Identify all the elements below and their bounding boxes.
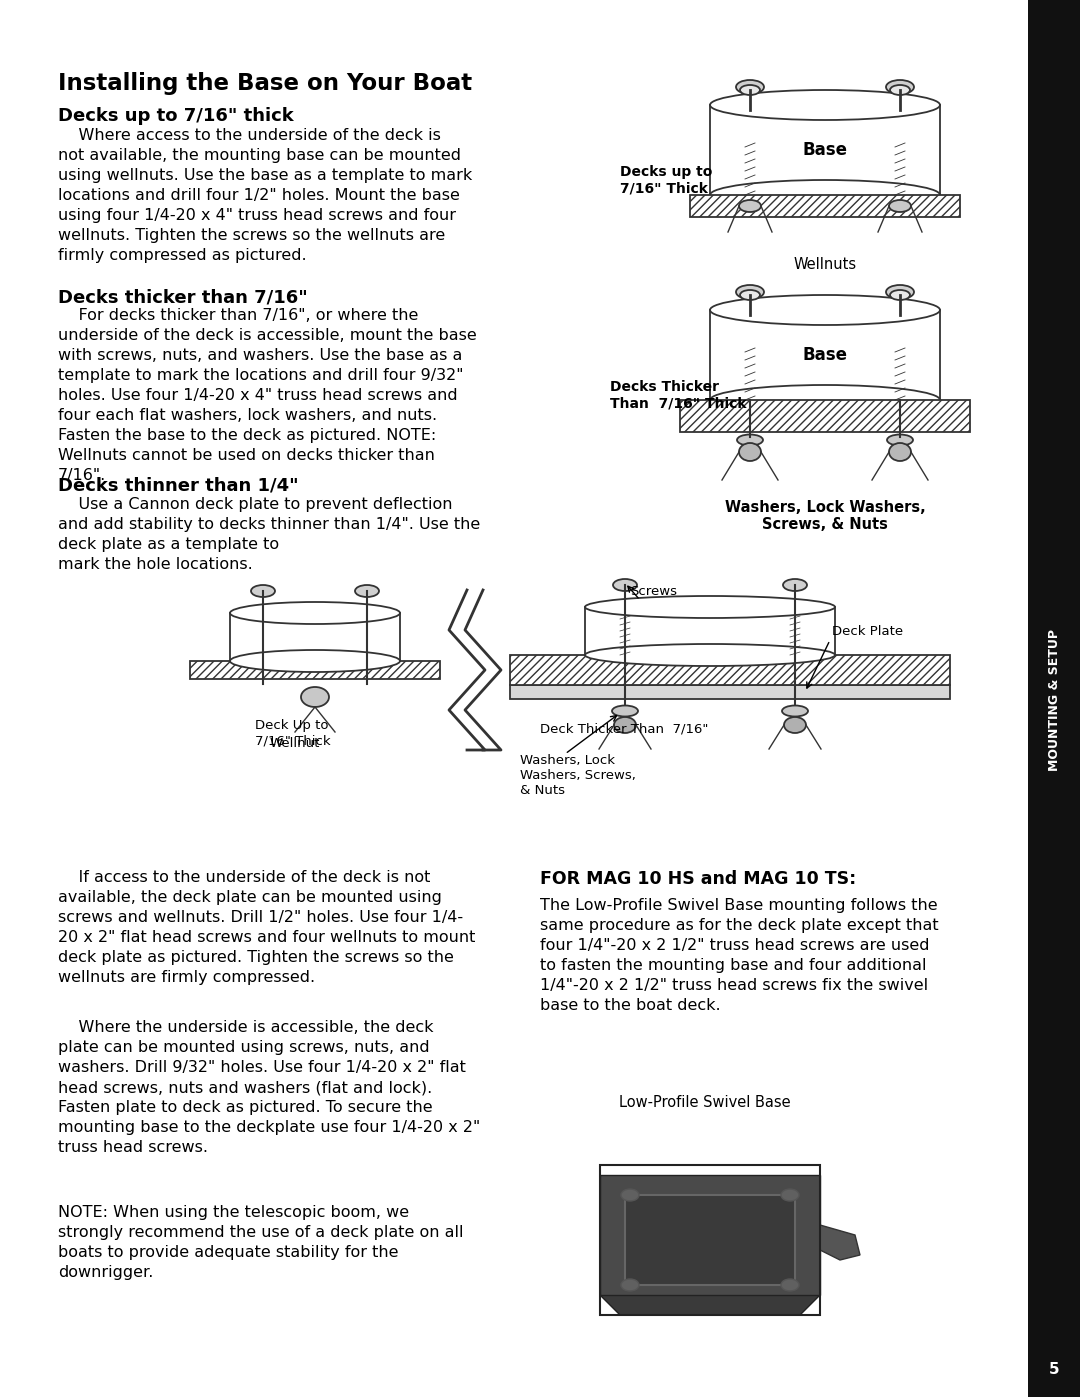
Ellipse shape bbox=[355, 585, 379, 597]
Ellipse shape bbox=[585, 644, 835, 666]
Ellipse shape bbox=[739, 200, 761, 212]
Text: Decks up to 7/16" thick: Decks up to 7/16" thick bbox=[58, 108, 294, 124]
Ellipse shape bbox=[710, 89, 940, 120]
Text: Decks up to
7/16" Thick: Decks up to 7/16" Thick bbox=[620, 165, 713, 196]
Ellipse shape bbox=[621, 1280, 639, 1291]
Ellipse shape bbox=[887, 434, 913, 446]
Polygon shape bbox=[820, 1225, 860, 1260]
Text: Decks thicker than 7/16": Decks thicker than 7/16" bbox=[58, 288, 308, 306]
Text: MOUNTING & SETUP: MOUNTING & SETUP bbox=[1048, 629, 1061, 771]
Ellipse shape bbox=[890, 85, 910, 95]
Polygon shape bbox=[600, 1175, 820, 1295]
Text: Low-Profile Swivel Base: Low-Profile Swivel Base bbox=[619, 1095, 791, 1111]
Ellipse shape bbox=[585, 597, 835, 617]
Ellipse shape bbox=[251, 585, 275, 597]
Ellipse shape bbox=[710, 386, 940, 415]
Text: NOTE: When using the telescopic boom, we
strongly recommend the use of a deck pl: NOTE: When using the telescopic boom, we… bbox=[58, 1206, 463, 1280]
Ellipse shape bbox=[783, 578, 807, 591]
Ellipse shape bbox=[613, 578, 637, 591]
Text: 5: 5 bbox=[1049, 1362, 1059, 1377]
Ellipse shape bbox=[890, 291, 910, 300]
Text: Installing the Base on Your Boat: Installing the Base on Your Boat bbox=[58, 73, 472, 95]
Text: Base: Base bbox=[802, 141, 848, 159]
Bar bbox=[510, 655, 950, 685]
Ellipse shape bbox=[710, 295, 940, 326]
Ellipse shape bbox=[740, 85, 760, 95]
Ellipse shape bbox=[781, 1189, 799, 1201]
Ellipse shape bbox=[740, 291, 760, 300]
Ellipse shape bbox=[615, 717, 636, 733]
Ellipse shape bbox=[735, 285, 764, 299]
Text: For decks thicker than 7/16", or where the
underside of the deck is accessible, : For decks thicker than 7/16", or where t… bbox=[58, 307, 476, 483]
Bar bbox=[600, 1165, 820, 1315]
Text: If access to the underside of the deck is not
available, the deck plate can be m: If access to the underside of the deck i… bbox=[58, 870, 475, 985]
Text: Wellnuts: Wellnuts bbox=[794, 257, 856, 272]
Ellipse shape bbox=[784, 717, 806, 733]
Ellipse shape bbox=[781, 1280, 799, 1291]
Bar bbox=[680, 400, 970, 432]
Ellipse shape bbox=[230, 650, 400, 672]
Text: Deck Thicker Than  7/16": Deck Thicker Than 7/16" bbox=[540, 724, 708, 736]
Ellipse shape bbox=[735, 80, 764, 94]
Ellipse shape bbox=[710, 180, 940, 210]
Text: Deck Plate: Deck Plate bbox=[832, 624, 903, 638]
Bar bbox=[190, 661, 440, 679]
Text: Use a Cannon deck plate to prevent deflection
and add stability to decks thinner: Use a Cannon deck plate to prevent defle… bbox=[58, 497, 481, 573]
Ellipse shape bbox=[301, 687, 329, 707]
Text: Wellnut: Wellnut bbox=[270, 738, 321, 750]
Ellipse shape bbox=[886, 80, 914, 94]
Bar bbox=[625, 1194, 795, 1285]
Text: Decks thinner than 1/4": Decks thinner than 1/4" bbox=[58, 476, 299, 495]
Polygon shape bbox=[600, 1295, 820, 1315]
Bar bbox=[710, 310, 940, 400]
Text: Washers, Lock Washers,
Screws, & Nuts: Washers, Lock Washers, Screws, & Nuts bbox=[725, 500, 926, 532]
Ellipse shape bbox=[612, 705, 638, 717]
Bar bbox=[585, 608, 835, 655]
Ellipse shape bbox=[621, 1189, 639, 1201]
Text: FOR MAG 10 HS and MAG 10 TS:: FOR MAG 10 HS and MAG 10 TS: bbox=[540, 870, 856, 888]
Text: Where the underside is accessible, the deck
plate can be mounted using screws, n: Where the underside is accessible, the d… bbox=[58, 1020, 481, 1155]
Ellipse shape bbox=[739, 443, 761, 461]
Ellipse shape bbox=[889, 200, 912, 212]
Text: Decks Thicker
Than  7/16" Thick: Decks Thicker Than 7/16" Thick bbox=[610, 380, 746, 411]
Text: Base: Base bbox=[802, 346, 848, 365]
Ellipse shape bbox=[886, 285, 914, 299]
Ellipse shape bbox=[230, 602, 400, 624]
Text: Washers, Lock
Washers, Screws,
& Nuts: Washers, Lock Washers, Screws, & Nuts bbox=[519, 754, 636, 798]
Bar bbox=[230, 613, 400, 661]
Bar bbox=[710, 105, 940, 196]
Text: The Low-Profile Swivel Base mounting follows the
same procedure as for the deck : The Low-Profile Swivel Base mounting fol… bbox=[540, 898, 939, 1013]
Ellipse shape bbox=[737, 434, 762, 446]
Text: Where access to the underside of the deck is
not available, the mounting base ca: Where access to the underside of the dec… bbox=[58, 129, 472, 263]
Text: Deck Up to
7/16" Thick: Deck Up to 7/16" Thick bbox=[255, 719, 330, 747]
Bar bbox=[690, 196, 960, 217]
Ellipse shape bbox=[782, 705, 808, 717]
Bar bbox=[1028, 0, 1080, 1397]
Text: Screws: Screws bbox=[630, 585, 677, 598]
Ellipse shape bbox=[889, 443, 912, 461]
Bar bbox=[510, 685, 950, 698]
